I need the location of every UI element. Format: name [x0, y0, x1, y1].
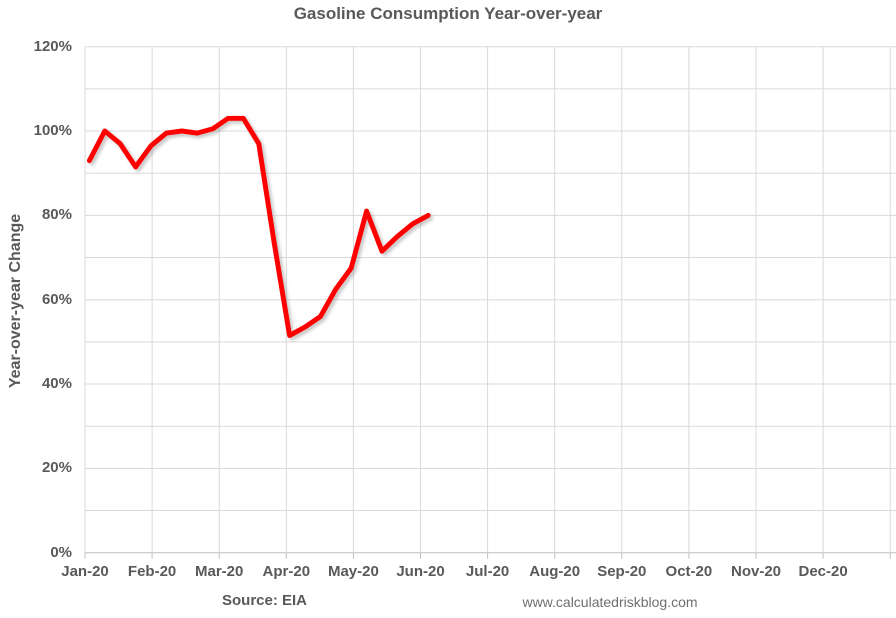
x-tick-label: Dec-20: [798, 563, 848, 580]
y-tick-label: 40%: [41, 375, 72, 393]
x-tick-label: Oct-20: [665, 563, 713, 580]
x-tick-label: Jun-20: [396, 563, 445, 580]
website-label: www.calculatedriskblog.com: [522, 594, 698, 610]
y-tick-label: 0%: [50, 543, 72, 561]
x-tick-label: Apr-20: [262, 563, 311, 580]
chart-title: Gasoline Consumption Year-over-year: [293, 4, 603, 23]
source-label: Source: EIA: [222, 592, 308, 609]
x-tick-label: Feb-20: [127, 563, 177, 580]
x-tick-label: Jul-20: [465, 563, 510, 580]
x-tick-label: Aug-20: [529, 563, 581, 580]
x-tick-label: Sep-20: [597, 563, 647, 580]
y-tick-label: 20%: [41, 459, 72, 477]
y-tick-label: 100%: [33, 122, 72, 140]
x-tick-label: Jan-20: [61, 563, 109, 580]
x-tick-label: Nov-20: [730, 563, 782, 580]
x-tick-label: Mar-20: [195, 563, 244, 580]
y-tick-label: 60%: [41, 290, 72, 308]
x-tick-label: May-20: [327, 563, 379, 580]
y-tick-label: 120%: [33, 37, 72, 55]
y-tick-label: 80%: [41, 206, 72, 224]
gasoline-consumption-line: [86, 115, 431, 338]
